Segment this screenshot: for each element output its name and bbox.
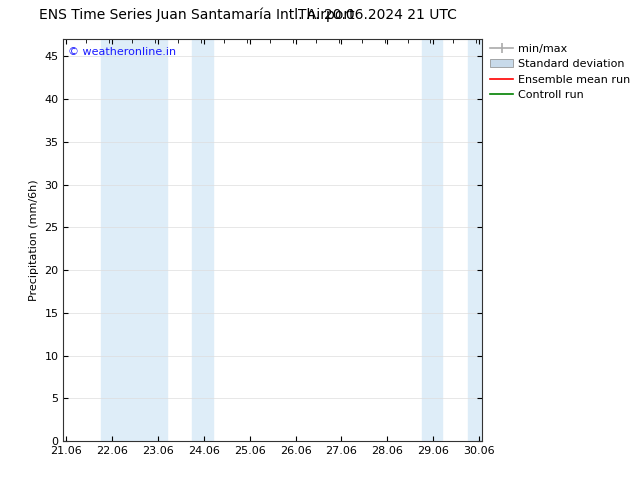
Bar (468, 39, 482, 441)
Bar (101, 39, 167, 441)
Text: © weatheronline.in: © weatheronline.in (68, 47, 176, 57)
Bar (422, 39, 442, 441)
Text: Th. 20.06.2024 21 UTC: Th. 20.06.2024 21 UTC (298, 8, 456, 22)
Text: ENS Time Series Juan Santamaría Intl. Airport: ENS Time Series Juan Santamaría Intl. Ai… (39, 7, 355, 22)
Y-axis label: Precipitation (mm/6h): Precipitation (mm/6h) (29, 179, 39, 301)
Bar (192, 39, 212, 441)
Legend: min/max, Standard deviation, Ensemble mean run, Controll run: min/max, Standard deviation, Ensemble me… (486, 39, 634, 105)
